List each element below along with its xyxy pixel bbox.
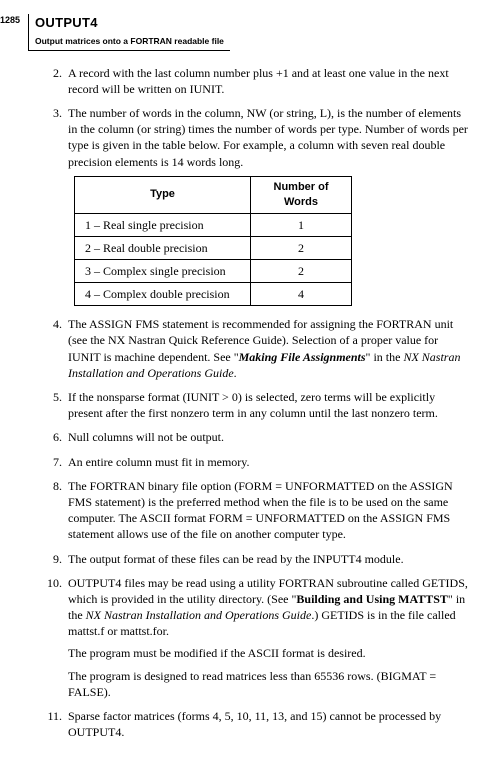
- header-box: OUTPUT4 Output matrices onto a FORTRAN r…: [28, 14, 230, 51]
- numbered-list: 2.A record with the last column number p…: [40, 65, 470, 741]
- list-item: 9.The output format of these files can b…: [40, 551, 470, 567]
- item-number: 4.: [40, 316, 68, 381]
- table-row: 2 – Real double precision2: [75, 236, 352, 259]
- item-body: An entire column must fit in memory.: [68, 454, 470, 470]
- item-number: 5.: [40, 389, 68, 421]
- table-cell: 2: [251, 236, 352, 259]
- item-body: The FORTRAN binary file option (FORM = U…: [68, 478, 470, 543]
- table-cell: 4 – Complex double precision: [75, 283, 251, 306]
- item-number: 7.: [40, 454, 68, 470]
- table-header: Number of Words: [251, 176, 352, 213]
- table-cell: 2: [251, 259, 352, 282]
- list-item: 7.An entire column must fit in memory.: [40, 454, 470, 470]
- list-item: 5.If the nonsparse format (IUNIT > 0) is…: [40, 389, 470, 421]
- item-body: The number of words in the column, NW (o…: [68, 105, 470, 308]
- list-item: 2.A record with the last column number p…: [40, 65, 470, 97]
- item-body: The output format of these files can be …: [68, 551, 470, 567]
- list-item: 3.The number of words in the column, NW …: [40, 105, 470, 308]
- list-item: 11.Sparse factor matrices (forms 4, 5, 1…: [40, 708, 470, 740]
- table-cell: 1: [251, 213, 352, 236]
- list-item: 6.Null columns will not be output.: [40, 429, 470, 445]
- item-body: Null columns will not be output.: [68, 429, 470, 445]
- header-subtitle: Output matrices onto a FORTRAN readable …: [35, 36, 224, 46]
- page-header: 1285 OUTPUT4 Output matrices onto a FORT…: [12, 14, 470, 51]
- table-cell: 3 – Complex single precision: [75, 259, 251, 282]
- table-row: 3 – Complex single precision2: [75, 259, 352, 282]
- item-number: 11.: [40, 708, 68, 740]
- item-number: 6.: [40, 429, 68, 445]
- table-cell: 1 – Real single precision: [75, 213, 251, 236]
- item-body: The ASSIGN FMS statement is recommended …: [68, 316, 470, 381]
- words-table: TypeNumber of Words1 – Real single preci…: [74, 176, 352, 306]
- item-number: 10.: [40, 575, 68, 700]
- item-body: If the nonsparse format (IUNIT > 0) is s…: [68, 389, 470, 421]
- item-number: 8.: [40, 478, 68, 543]
- list-item: 8.The FORTRAN binary file option (FORM =…: [40, 478, 470, 543]
- item-number: 9.: [40, 551, 68, 567]
- list-item: 10.OUTPUT4 files may be read using a uti…: [40, 575, 470, 700]
- page-number: 1285: [0, 14, 20, 26]
- list-item: 4.The ASSIGN FMS statement is recommende…: [40, 316, 470, 381]
- item-body: OUTPUT4 files may be read using a utilit…: [68, 575, 470, 700]
- table-row: 4 – Complex double precision4: [75, 283, 352, 306]
- item-body: A record with the last column number plu…: [68, 65, 470, 97]
- table-header: Type: [75, 176, 251, 213]
- table-row: 1 – Real single precision1: [75, 213, 352, 236]
- item-number: 3.: [40, 105, 68, 308]
- table-cell: 4: [251, 283, 352, 306]
- table-cell: 2 – Real double precision: [75, 236, 251, 259]
- header-title: OUTPUT4: [35, 15, 98, 30]
- item-number: 2.: [40, 65, 68, 97]
- item-body: Sparse factor matrices (forms 4, 5, 10, …: [68, 708, 470, 740]
